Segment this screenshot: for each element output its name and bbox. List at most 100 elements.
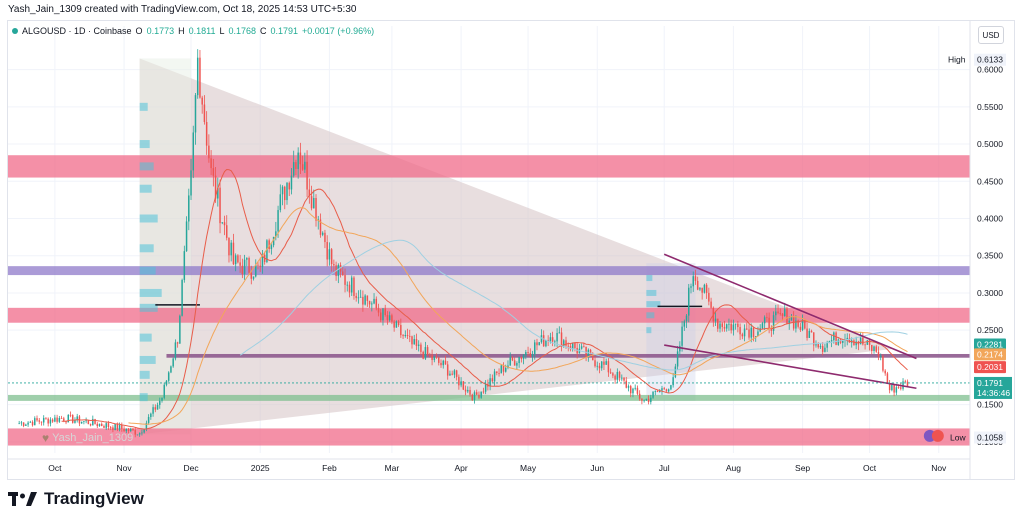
y-tick-label: 0.4000 <box>977 214 1003 224</box>
candle-body <box>467 389 469 392</box>
candle-body <box>462 381 465 390</box>
candle-body <box>281 186 284 195</box>
candle-body <box>212 168 215 176</box>
candle-body <box>395 321 398 328</box>
volume-profile-bar <box>646 327 652 334</box>
candle-body <box>241 265 244 275</box>
candle-body <box>502 365 505 372</box>
price-badge-value: 0.2281 <box>977 339 1003 349</box>
brand-name: TradingView <box>44 489 144 508</box>
candle-body <box>386 314 389 321</box>
price-badge <box>974 348 1006 361</box>
symbol-label: ALGOUSD · 1D · Coinbase <box>22 26 132 36</box>
candle-body <box>516 363 518 366</box>
range-box <box>646 263 696 401</box>
candle-body <box>71 415 74 423</box>
candle-body <box>42 417 45 423</box>
volume-profile-bar <box>139 184 152 193</box>
candle-body <box>58 418 61 422</box>
volume-profile-bar <box>139 393 148 402</box>
candle-body <box>886 373 889 384</box>
candle-body <box>859 337 862 345</box>
candle-body <box>491 378 494 382</box>
candle-body <box>185 221 188 252</box>
candle-body <box>288 182 290 190</box>
candle-body <box>478 394 480 398</box>
candle-body <box>692 276 694 287</box>
candle-body <box>777 311 779 314</box>
candle-body <box>589 349 592 354</box>
candle-body <box>375 298 378 309</box>
candle-body <box>761 323 764 329</box>
candle-body <box>29 421 32 423</box>
candle-body <box>614 375 616 380</box>
tradingview-brand[interactable]: TradingView <box>8 489 144 509</box>
candle-body <box>270 245 273 250</box>
candle-body <box>100 423 103 427</box>
candle-body <box>248 257 250 273</box>
candle-body <box>444 360 447 365</box>
zone-support <box>8 394 970 401</box>
candle-body <box>743 328 746 337</box>
currency-button[interactable]: USD <box>978 26 1004 44</box>
candle-body <box>27 422 29 425</box>
symbol-legend: ALGOUSD · 1D · Coinbase O 0.1773 H 0.1811 … <box>12 26 374 36</box>
candle-body <box>424 347 427 359</box>
candle-body <box>688 287 690 316</box>
candle-body <box>884 370 886 374</box>
candle-body <box>835 332 837 345</box>
volume-profile-bar <box>139 244 154 253</box>
candle-body <box>632 388 634 394</box>
candle-body <box>513 360 516 366</box>
candle-body <box>377 308 380 313</box>
candle-body <box>674 366 677 378</box>
x-tick-label: Jun <box>590 463 604 473</box>
candle-body <box>217 187 219 199</box>
candle-body <box>598 365 601 369</box>
market-status-dot <box>12 28 18 34</box>
candle-body <box>257 264 259 266</box>
candle-body <box>696 280 699 290</box>
candle-body <box>536 342 538 346</box>
chart-panel[interactable]: 0.6000 0.5500 0.5000 0.4500 0.4000 0.3500 0.30… <box>7 20 1015 480</box>
candle-body <box>650 397 652 403</box>
candle-body <box>373 298 375 304</box>
candle-body <box>558 332 561 334</box>
candle-body <box>714 318 717 322</box>
candle-body <box>397 321 400 326</box>
candle-body <box>188 195 190 222</box>
candle-body <box>268 240 270 250</box>
candle-body <box>449 373 451 376</box>
candle-body <box>554 341 556 343</box>
candle-body <box>636 387 639 394</box>
event-icon <box>931 429 944 442</box>
candle-body <box>734 323 737 325</box>
candle-body <box>621 377 623 379</box>
candle-body <box>549 337 552 342</box>
candle-body <box>480 391 482 398</box>
candle-body <box>279 194 282 211</box>
candle-body <box>330 249 333 265</box>
candle-body <box>542 335 545 347</box>
candle-body <box>888 383 891 391</box>
candle-body <box>150 413 152 418</box>
volume-profile-bar <box>646 289 657 296</box>
x-tick-label: Apr <box>454 463 467 473</box>
candle-body <box>221 222 224 224</box>
candle-body <box>489 378 491 387</box>
candle-body <box>855 341 857 346</box>
candle-body <box>824 347 826 352</box>
tradingview-logo-icon <box>8 492 37 506</box>
candle-body <box>826 342 828 348</box>
candle-body <box>529 353 532 357</box>
chart-credit: Yash_Jain_1309 created with TradingView.… <box>8 4 357 15</box>
candle-body <box>775 311 777 316</box>
candle-body <box>603 361 605 365</box>
price-chart[interactable]: 0.6000 0.5500 0.5000 0.4500 0.4000 0.3500 0.30… <box>8 21 1014 479</box>
candle-body <box>34 418 36 426</box>
candle-body <box>701 287 703 293</box>
candle-body <box>797 320 799 327</box>
candle-body <box>25 424 27 426</box>
candle-body <box>609 372 612 374</box>
high-label: High <box>948 55 966 65</box>
